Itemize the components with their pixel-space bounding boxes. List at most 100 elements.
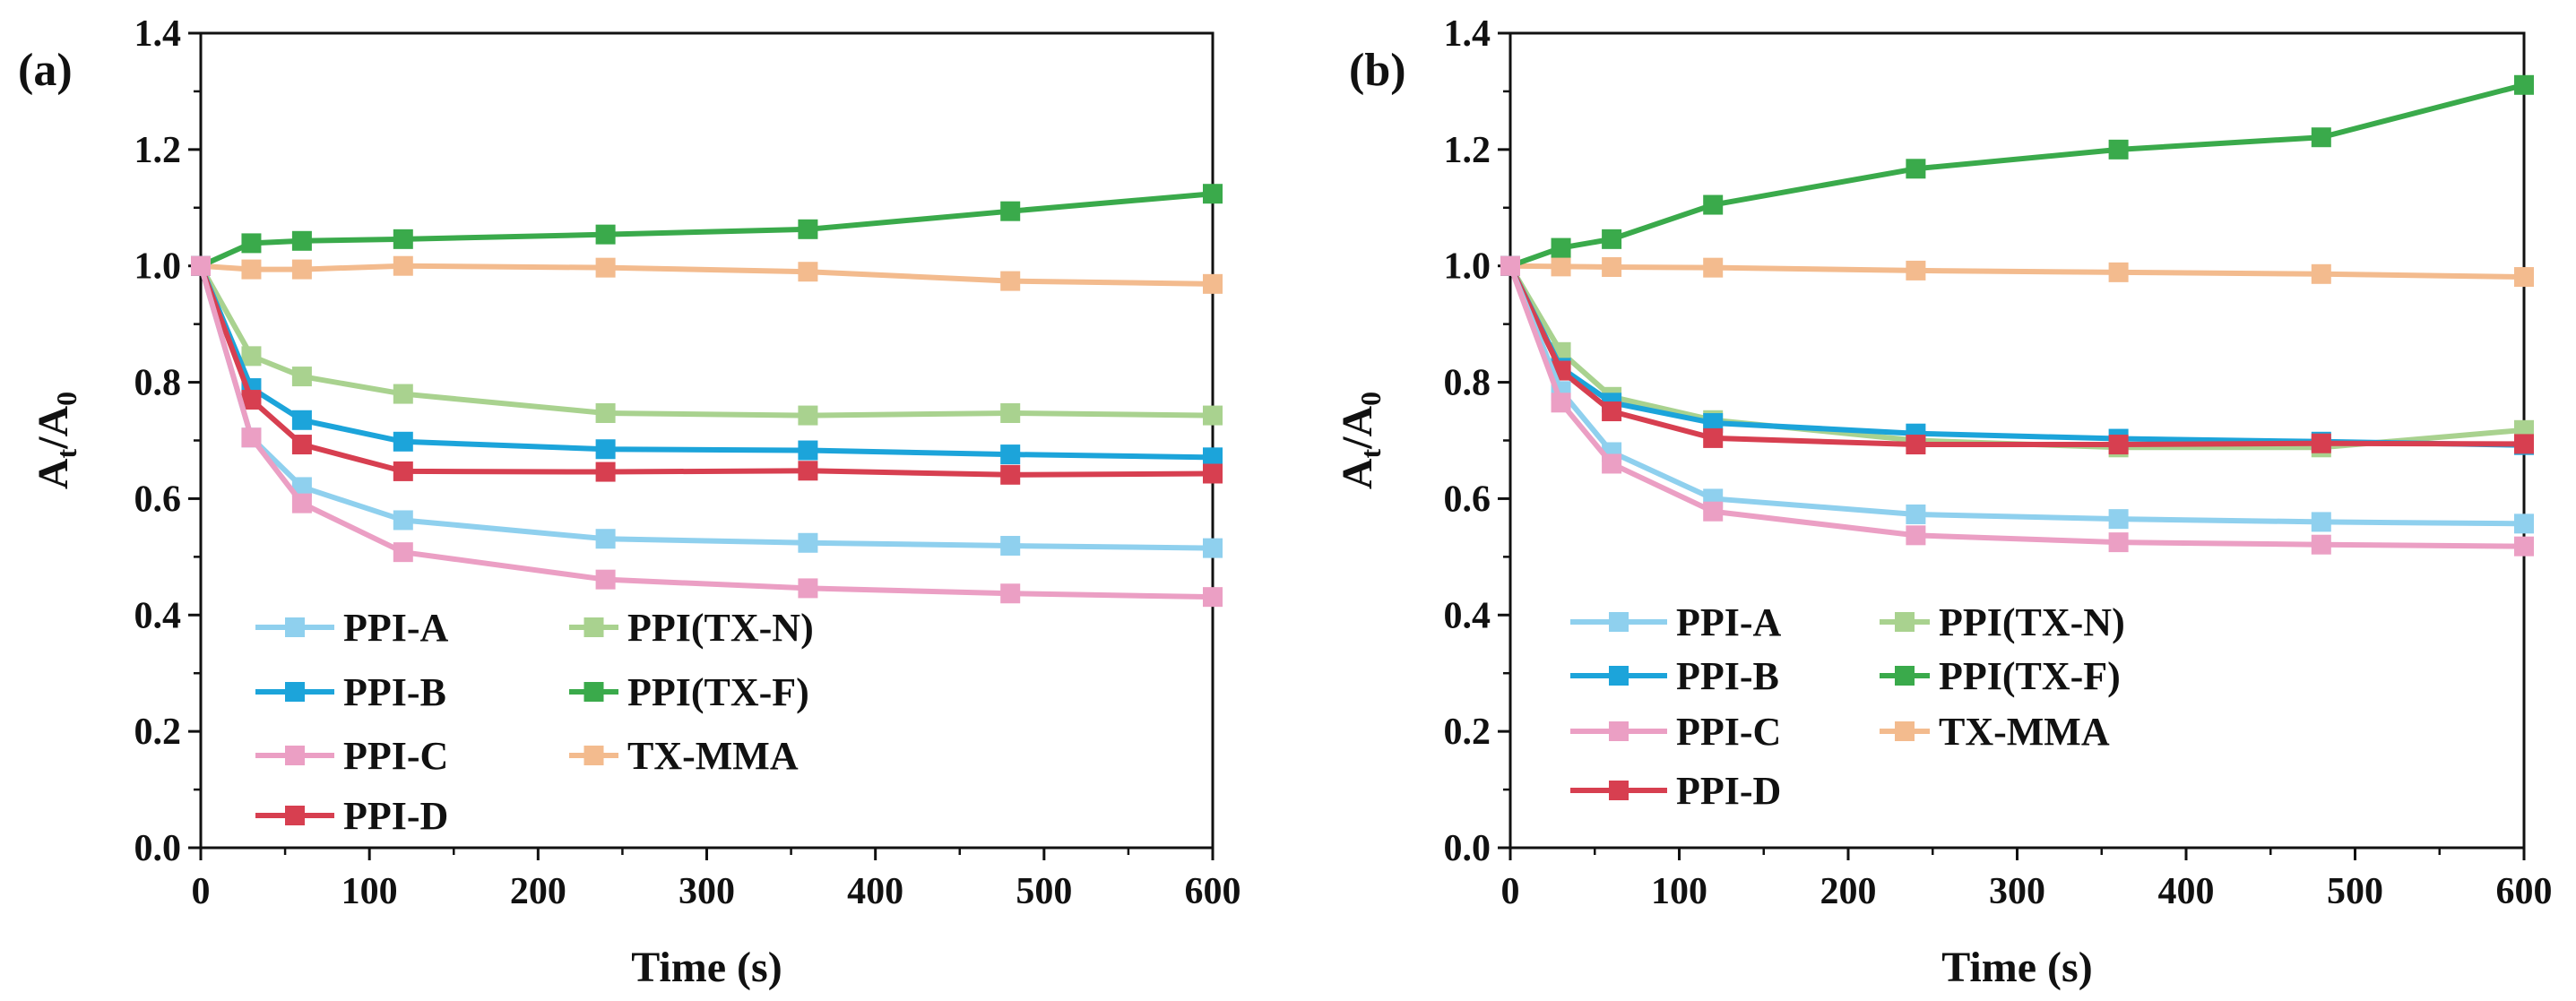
- y-axis-title: At/A0: [30, 392, 82, 489]
- data-point: [1203, 538, 1223, 558]
- data-point: [1000, 201, 1021, 221]
- data-point: [2514, 434, 2534, 454]
- y-tick-label: 0.4: [1444, 595, 1491, 636]
- data-point: [1203, 587, 1223, 608]
- y-tick-label: 0.4: [134, 595, 182, 636]
- legend-swatch-marker: [1609, 781, 1629, 800]
- y-tick-label: 0.8: [1444, 363, 1491, 404]
- data-point: [1602, 401, 1622, 422]
- legend-item: TX-MMA: [569, 734, 799, 778]
- legend-item: TX-MMA: [1880, 710, 2110, 754]
- legend-item: PPI(TX-N): [569, 606, 814, 650]
- data-point: [798, 219, 818, 239]
- y-tick-label: 0.6: [134, 479, 182, 520]
- legend-swatch-marker: [1895, 721, 1915, 741]
- x-tick-label: 600: [2496, 871, 2553, 912]
- legend-item: PPI-D: [255, 794, 448, 838]
- legend-swatch-marker: [1609, 721, 1629, 741]
- x-tick-label: 100: [341, 871, 398, 912]
- legend-label: PPI-C: [343, 734, 448, 778]
- data-point: [393, 229, 413, 249]
- y-tick-label: 0.0: [1444, 828, 1491, 869]
- data-point: [595, 529, 616, 549]
- legend-swatch-marker: [583, 746, 604, 765]
- x-tick-label: 400: [847, 871, 903, 912]
- data-point: [1203, 405, 1223, 426]
- data-point: [1000, 402, 1021, 423]
- legend-swatch-marker: [1895, 666, 1915, 686]
- series-line: [198, 264, 1214, 600]
- series-line: [198, 264, 1214, 461]
- data-point: [2311, 534, 2331, 555]
- data-point: [1000, 536, 1021, 557]
- legend-label: PPI(TX-N): [1939, 600, 2125, 644]
- y-axis-title-text: A: [1334, 458, 1381, 489]
- data-point: [241, 390, 262, 410]
- legend-item: PPI-D: [1570, 769, 1781, 813]
- data-point: [1551, 256, 1571, 277]
- y-tick-label: 1.2: [134, 130, 182, 171]
- legend: PPI-A PPI-B PPI-C PPI-D PPI(TX-N) PPI(TX-F) TX…: [255, 606, 814, 838]
- legend-label: PPI(TX-F): [1939, 654, 2121, 698]
- data-point: [798, 440, 818, 461]
- data-point: [241, 427, 262, 448]
- data-point: [2108, 509, 2129, 530]
- data-point: [2108, 262, 2129, 282]
- legend-swatch-marker: [1609, 666, 1629, 686]
- data-point: [1703, 194, 1724, 215]
- data-point: [2108, 532, 2129, 553]
- y-tick-label: 1.0: [1444, 246, 1491, 288]
- legend-item: PPI-C: [255, 734, 448, 778]
- data-point: [2108, 139, 2129, 160]
- data-point: [1703, 427, 1724, 448]
- legend-label: PPI-B: [1676, 654, 1779, 698]
- data-point: [291, 410, 312, 430]
- legend-label: TX-MMA: [1939, 710, 2110, 754]
- y-tick-label: 0.2: [1444, 712, 1491, 753]
- data-point: [1203, 184, 1223, 204]
- legend-item: PPI(TX-N): [1880, 600, 2125, 644]
- data-point: [291, 367, 312, 387]
- data-point: [241, 233, 262, 254]
- legend-item: PPI(TX-F): [569, 670, 809, 714]
- data-point: [291, 259, 312, 280]
- legend: PPI-A PPI-B PPI-C PPI-D PPI(TX-N) PPI(TX-F) TX…: [1570, 600, 2125, 813]
- x-tick-label: 500: [1016, 871, 1072, 912]
- series-ppi-tx-f-: [191, 184, 1223, 276]
- data-point: [798, 461, 818, 481]
- y-tick-label: 0.0: [134, 828, 182, 869]
- series-line: [1508, 264, 2525, 448]
- series-line: [1508, 264, 2525, 448]
- data-point: [393, 431, 413, 452]
- x-tick-label: 200: [1820, 871, 1877, 912]
- y-axis-title-subscript: t: [1354, 448, 1387, 458]
- data-point: [1000, 464, 1021, 485]
- y-axis-title-text: /A: [30, 406, 77, 450]
- data-point: [1203, 447, 1223, 468]
- panel-label: (a): [18, 45, 73, 96]
- series-line: [198, 264, 1214, 551]
- series-ppi-a: [1500, 255, 2534, 534]
- data-point: [291, 230, 312, 251]
- data-point: [1203, 273, 1223, 294]
- data-point: [1906, 260, 1926, 280]
- x-axis-title: Time (s): [631, 944, 782, 991]
- series-line: [1508, 82, 2525, 269]
- series-tx-mma: [1500, 255, 2534, 288]
- series-ppi-c: [1500, 255, 2534, 557]
- x-tick-label: 600: [1185, 871, 1241, 912]
- data-point: [393, 255, 413, 276]
- series-line: [1508, 264, 2525, 451]
- legend-item: PPI-B: [255, 670, 446, 714]
- legend-item: PPI(TX-F): [1880, 654, 2121, 698]
- data-point: [2514, 267, 2534, 288]
- series-line: [198, 264, 1214, 419]
- legend-label: PPI-A: [1676, 600, 1782, 644]
- legend-label: PPI(TX-F): [627, 670, 809, 714]
- data-point: [2514, 513, 2534, 534]
- data-point: [1703, 413, 1724, 434]
- data-point: [2514, 74, 2534, 95]
- chart-panel-b: 0 100 200 300 400 500 600 0.0 0.2 0.4 0.6 0.8 1.0 1.2…: [1334, 13, 2553, 991]
- series-ppi-a: [191, 255, 1223, 558]
- series-ppi-tx-n-: [1500, 255, 2534, 458]
